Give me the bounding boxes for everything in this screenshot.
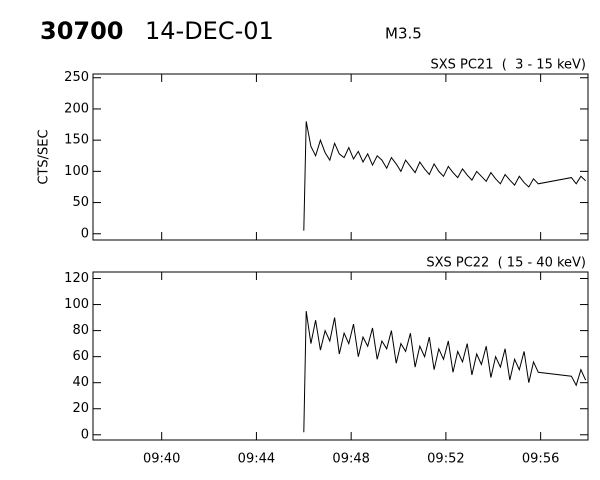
data-line xyxy=(303,311,587,433)
y-tick-label: 100 xyxy=(64,164,89,179)
y-tick-label: 0 xyxy=(81,226,89,241)
flare-class: M3.5 xyxy=(385,25,422,43)
y-tick-label: 20 xyxy=(72,401,89,416)
y-tick-label: 80 xyxy=(72,323,89,338)
x-tick-label: 09:48 xyxy=(332,452,369,467)
plot-frame xyxy=(92,73,589,241)
event-id: 30700 xyxy=(40,17,124,45)
y-tick-label: 150 xyxy=(64,133,89,148)
data-line xyxy=(303,121,586,231)
y-tick-label: 200 xyxy=(64,101,89,116)
x-tick-label: 09:40 xyxy=(143,452,180,467)
x-tick-label: 09:56 xyxy=(522,452,559,467)
plot-frame xyxy=(92,271,589,441)
event-date: 14-DEC-01 xyxy=(145,17,274,45)
y-tick-label: 100 xyxy=(64,297,89,312)
x-tick-label: 09:44 xyxy=(238,452,275,467)
y-axis-label: CTS/SEC xyxy=(37,129,52,184)
y-tick-label: 60 xyxy=(72,349,89,364)
y-tick-label: 0 xyxy=(81,427,89,442)
y-tick-label: 120 xyxy=(64,271,89,286)
y-tick-label: 250 xyxy=(64,70,89,85)
y-tick-label: 50 xyxy=(72,195,89,210)
y-tick-label: 40 xyxy=(72,375,89,390)
x-tick-label: 09:52 xyxy=(427,452,464,467)
panel-title: SXS PC22 ( 15 - 40 keV) xyxy=(426,256,586,271)
panel-title: SXS PC21 ( 3 - 15 keV) xyxy=(430,58,586,73)
